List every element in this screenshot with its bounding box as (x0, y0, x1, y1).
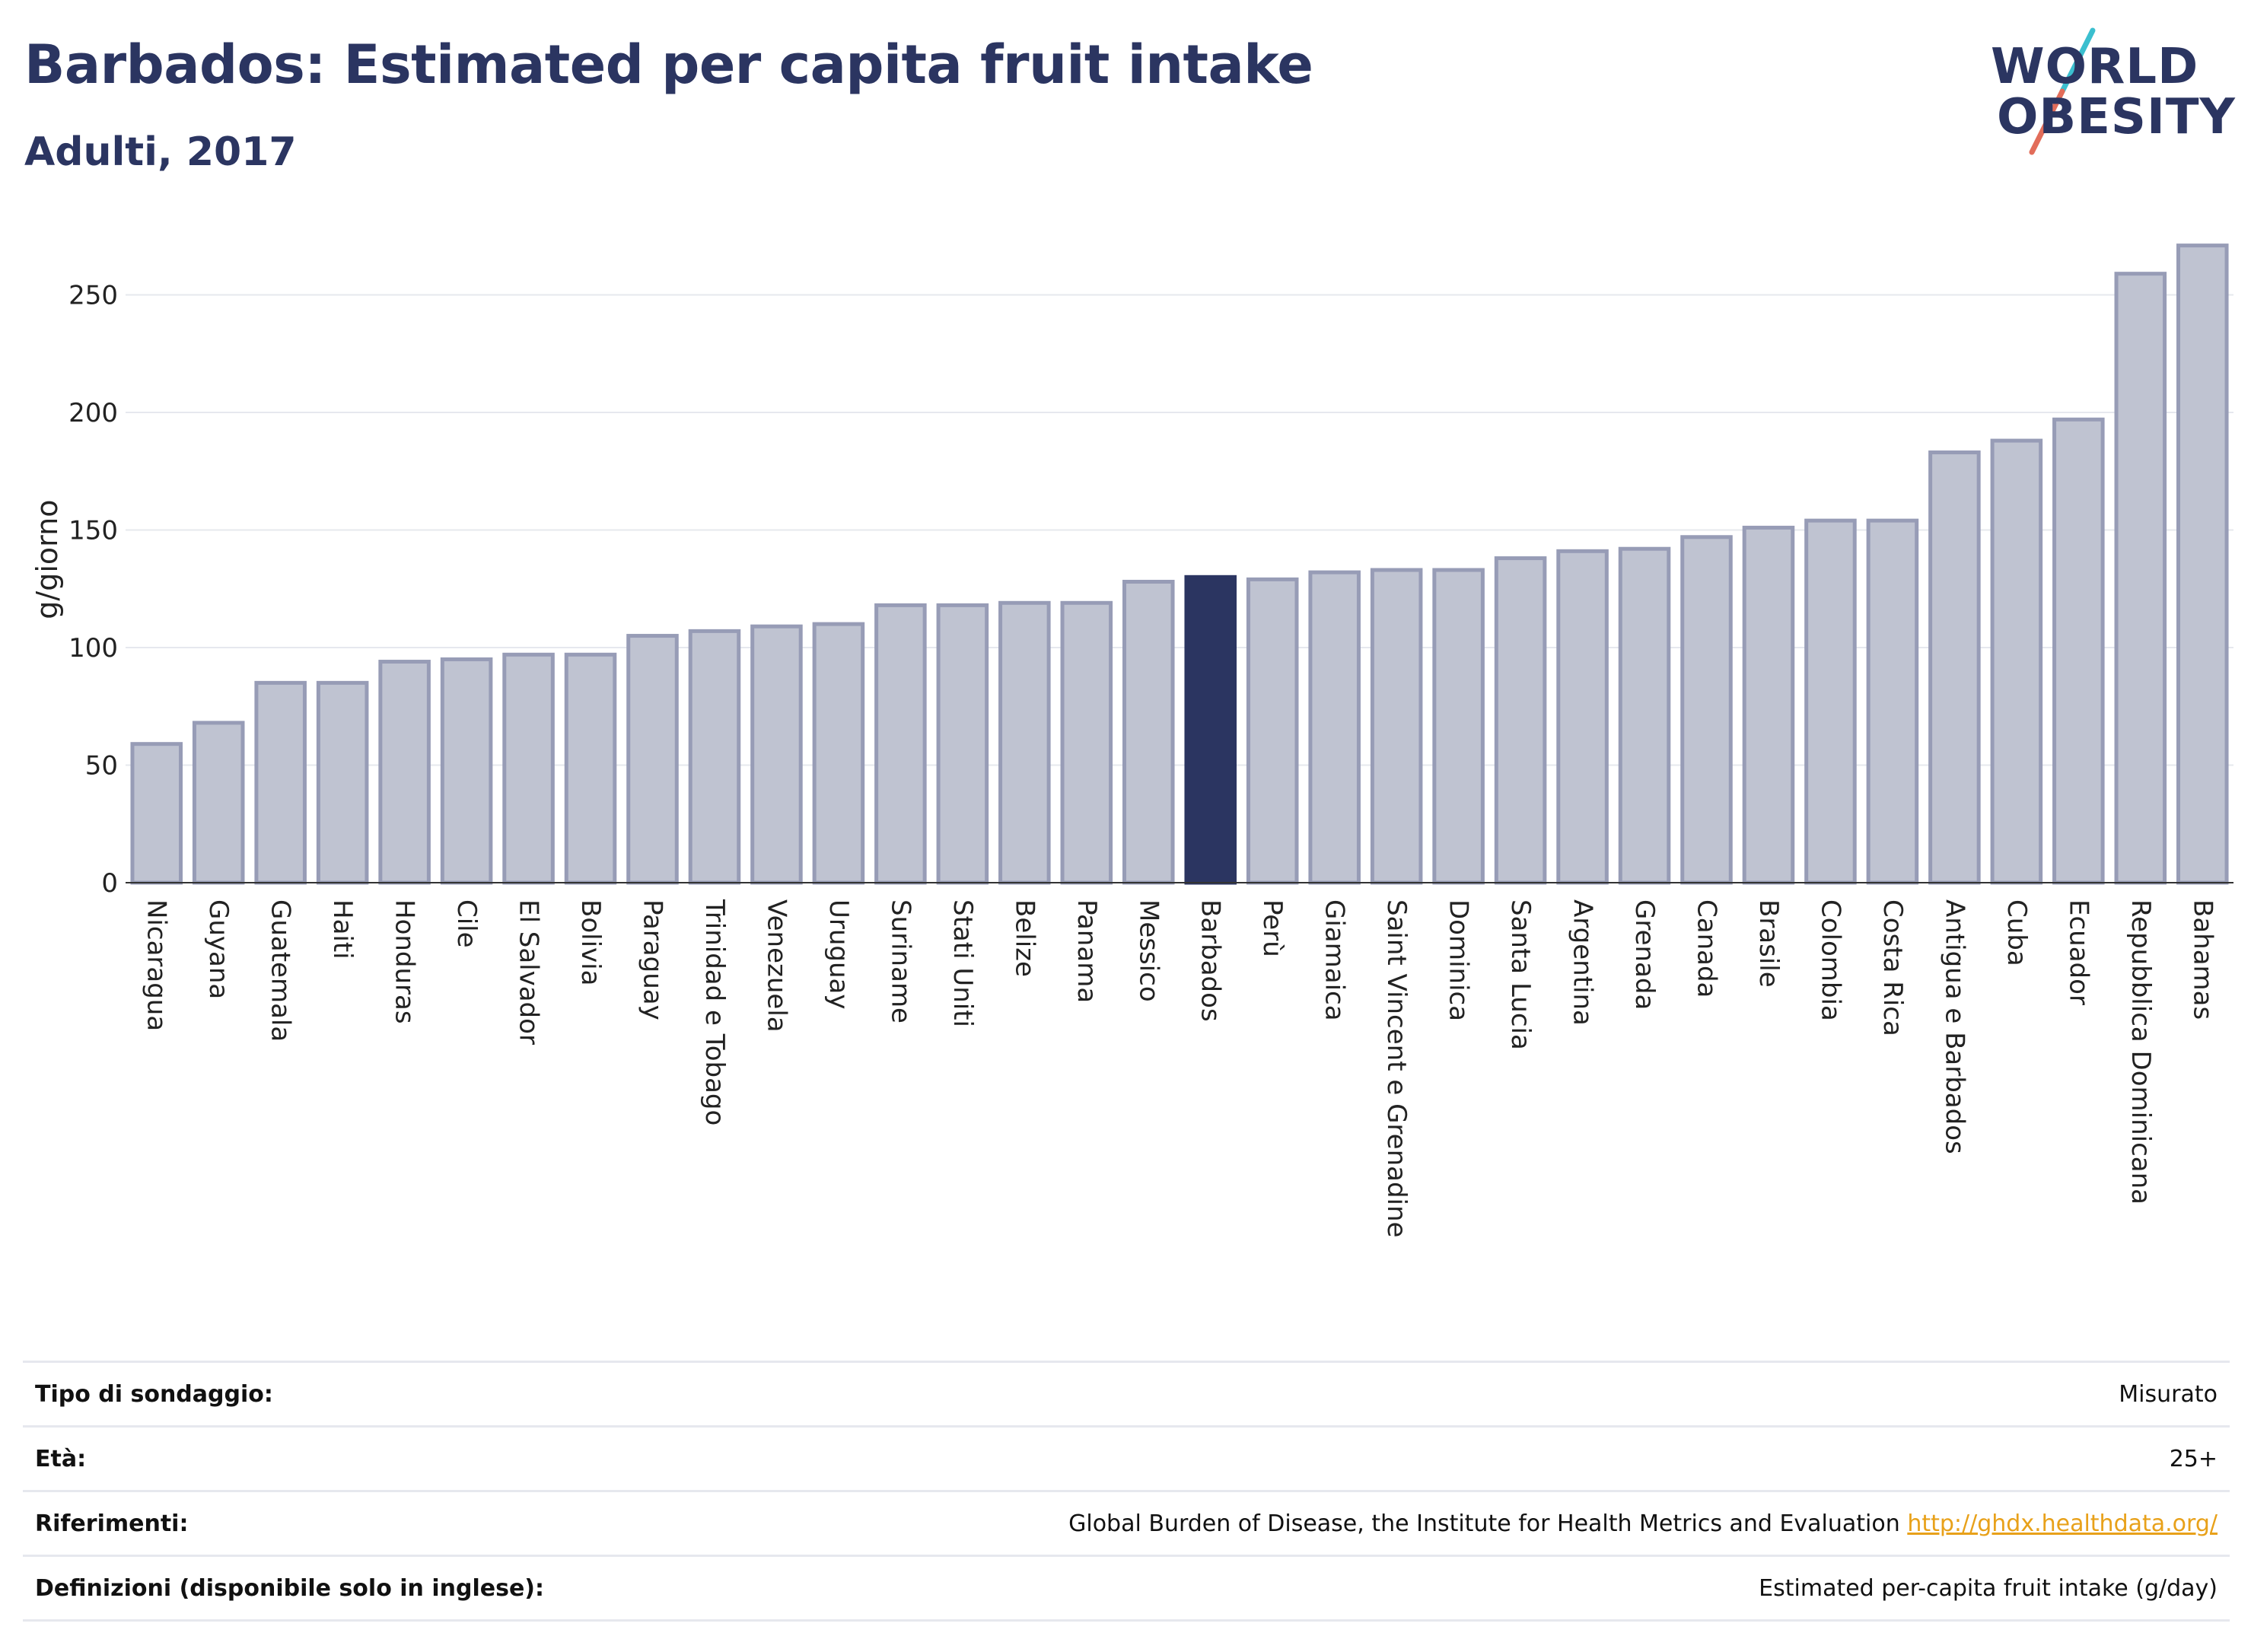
bar (502, 652, 555, 885)
info-value-references: Global Burden of Disease, the Institute … (1068, 1510, 2218, 1537)
info-label: Età: (35, 1445, 87, 1472)
x-tick-label: Panama (1071, 899, 1102, 1003)
x-tick-label: Trinidad e Tobago (699, 899, 730, 1125)
bar (1432, 568, 1485, 885)
bar (1804, 518, 1857, 885)
bar (688, 629, 741, 885)
x-tick-label: Antigua e Barbados (1939, 899, 1969, 1154)
bar (1060, 600, 1113, 885)
x-tick-label: Barbados (1196, 899, 1226, 1022)
info-value: Misurato (2119, 1380, 2218, 1408)
reference-link[interactable]: http://ghdx.healthdata.org/ (1907, 1510, 2218, 1537)
info-value: 25+ (2169, 1445, 2218, 1472)
x-tick-label: Saint Vincent e Grenadine (1381, 899, 1412, 1237)
x-tick-label: Cuba (2001, 899, 2032, 966)
x-tick-label: Nicaragua (142, 899, 172, 1031)
world-obesity-logo[interactable]: WORLD OBESITY (1979, 23, 2237, 160)
x-tick-label: Haiti (327, 899, 358, 960)
x-tick-label: Venezuela (761, 899, 791, 1033)
x-tick-label: Argentina (1568, 899, 1598, 1026)
x-tick-label: Suriname (885, 899, 915, 1023)
bar (2052, 417, 2105, 885)
x-tick-label: Paraguay (638, 899, 668, 1020)
x-tick-label: Messico (1133, 899, 1164, 1002)
info-label: Definizioni (disponibile solo in inglese… (35, 1574, 544, 1602)
info-row-survey-type: Tipo di sondaggio: Misurato (23, 1361, 2230, 1425)
info-row-definitions: Definizioni (disponibile solo in inglese… (23, 1555, 2230, 1622)
bar (874, 603, 927, 885)
bar (1122, 579, 1175, 885)
x-tick-label: Honduras (390, 899, 420, 1024)
bar (812, 622, 865, 885)
bar (378, 660, 431, 885)
x-tick-label: Costa Rica (1877, 899, 1908, 1036)
y-tick-label: 0 (101, 868, 118, 899)
x-tick-label: Cile (451, 899, 482, 948)
bar (1742, 525, 1795, 885)
logo-slash-icon (2029, 27, 2096, 155)
x-tick-label: Bolivia (575, 899, 606, 985)
y-tick-label: 50 (85, 751, 118, 781)
info-label: Riferimenti: (35, 1510, 189, 1537)
chart-subtitle: Adulti, 2017 (24, 129, 297, 175)
info-row-age: Età: 25+ (23, 1425, 2230, 1490)
bar (1680, 535, 1733, 885)
reference-text: Global Burden of Disease, the Institute … (1068, 1510, 1900, 1537)
bar (998, 600, 1051, 885)
bar (316, 680, 369, 885)
x-tick-label: Bahamas (2187, 899, 2218, 1020)
bar (1866, 518, 1919, 885)
x-tick-label: Grenada (1629, 899, 1660, 1010)
bar (1990, 438, 2043, 885)
x-tick-label: Dominica (1444, 899, 1474, 1021)
bar (2176, 244, 2229, 885)
logo-line2: OBESITY (1997, 89, 2236, 145)
x-tick-label: Repubblica Dominicana (2125, 899, 2156, 1205)
y-tick-label: 150 (68, 516, 118, 546)
bar (1618, 546, 1671, 885)
y-tick-label: 250 (68, 281, 118, 311)
chart-title: Barbados: Estimated per capita fruit int… (24, 33, 1313, 96)
bar (750, 624, 803, 885)
x-tick-label: El Salvador (514, 899, 544, 1045)
x-tick-label: Colombia (1815, 899, 1845, 1021)
logo-line1: WORLD (1991, 39, 2199, 95)
bar (1308, 570, 1361, 885)
bar-chart: 0 50 100 150 200 250 g/giorno Nicaragua Guyana Gu… (30, 244, 2233, 1237)
bar (1370, 568, 1423, 885)
bar (564, 652, 617, 885)
info-row-references: Riferimenti: Global Burden of Disease, t… (23, 1490, 2230, 1555)
y-tick-label: 100 (68, 633, 118, 664)
bar (1184, 575, 1237, 885)
info-value: Estimated per-capita fruit intake (g/day… (1759, 1574, 2218, 1602)
info-table: Tipo di sondaggio: Misurato Età: 25+ Rif… (23, 1361, 2230, 1622)
x-tick-label: Guyana (203, 899, 234, 999)
info-label: Tipo di sondaggio: (35, 1380, 273, 1408)
bar (1556, 549, 1609, 885)
y-axis-label: g/giorno (30, 500, 64, 619)
x-tick-label: Santa Lucia (1505, 899, 1536, 1050)
bar (1494, 556, 1547, 885)
x-tick-label: Canada (1692, 899, 1722, 998)
bar (936, 603, 989, 885)
bar (130, 742, 183, 885)
x-tick-label: Giamaica (1320, 899, 1350, 1021)
y-tick-label: 200 (68, 398, 118, 428)
bar (1928, 450, 1981, 885)
x-tick-label: Stati Uniti (947, 899, 978, 1027)
x-tick-label: Belize (1009, 899, 1040, 977)
x-tick-label: Perù (1257, 899, 1288, 957)
bar (1246, 577, 1299, 885)
bar (2114, 272, 2167, 885)
bar (440, 657, 493, 885)
x-tick-label: Uruguay (823, 899, 854, 1010)
bar (254, 680, 307, 885)
x-tick-label: Guatemala (266, 899, 296, 1042)
bar (192, 721, 245, 885)
bar (626, 634, 679, 885)
x-tick-label: Brasile (1753, 899, 1784, 988)
x-tick-label: Ecuador (2063, 899, 2093, 1005)
